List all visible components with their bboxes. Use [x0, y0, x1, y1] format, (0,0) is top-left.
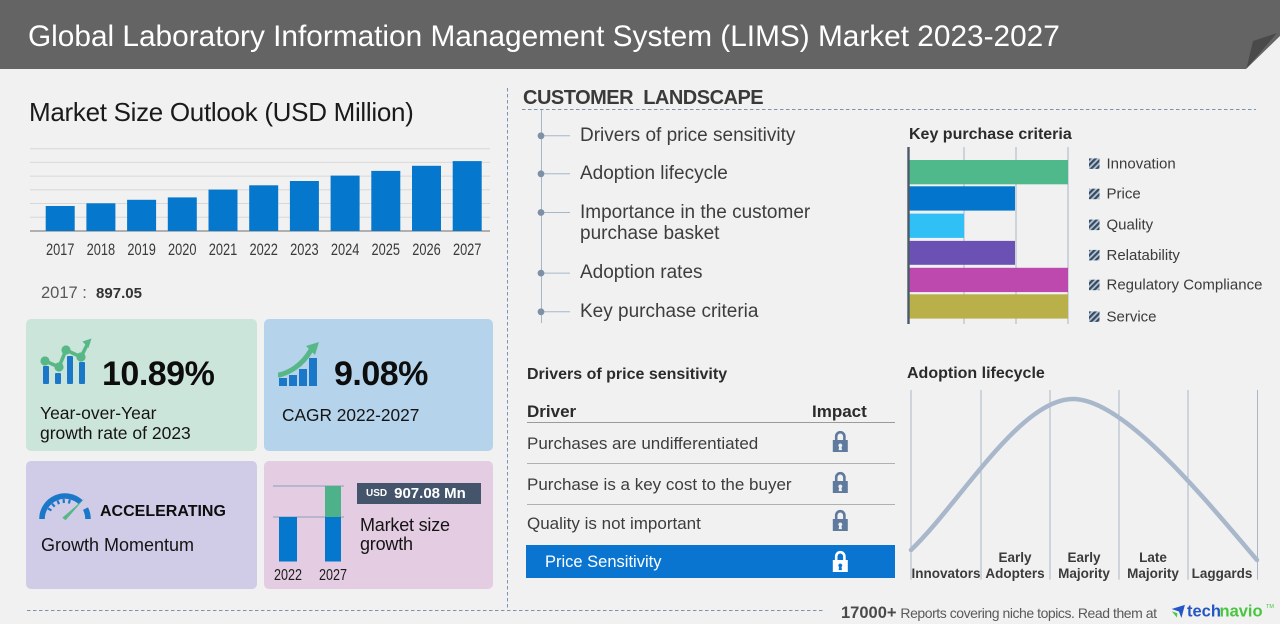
- svg-text:2018: 2018: [87, 241, 116, 256]
- svg-text:Late: Late: [1139, 550, 1167, 565]
- svg-text:2021: 2021: [209, 241, 238, 256]
- svg-text:Early: Early: [998, 550, 1032, 565]
- svg-text:Regulatory Compliance: Regulatory Compliance: [1107, 277, 1263, 294]
- svg-text:2022: 2022: [274, 567, 302, 584]
- svg-text:TM: TM: [1266, 604, 1274, 610]
- svg-text:2022: 2022: [249, 241, 278, 256]
- svg-text:2027: 2027: [319, 567, 347, 584]
- svg-text:2025: 2025: [372, 241, 401, 256]
- svg-text:Service: Service: [1107, 308, 1157, 325]
- svg-text:Relatability: Relatability: [1107, 247, 1181, 264]
- svg-text:Innovators: Innovators: [911, 566, 980, 581]
- svg-text:2024: 2024: [331, 241, 360, 256]
- svg-text:navio: navio: [1220, 603, 1263, 621]
- svg-text:Quality: Quality: [1107, 217, 1154, 234]
- svg-text:tech: tech: [1187, 603, 1221, 621]
- svg-text:Majority: Majority: [1058, 566, 1110, 581]
- svg-text:Innovation: Innovation: [1107, 158, 1176, 172]
- svg-text:Majority: Majority: [1127, 566, 1179, 581]
- svg-text:2027: 2027: [453, 241, 482, 256]
- svg-text:2023: 2023: [290, 241, 319, 256]
- svg-text:Laggards: Laggards: [1192, 566, 1253, 581]
- svg-text:2026: 2026: [412, 241, 441, 256]
- svg-text:2017: 2017: [46, 241, 74, 256]
- svg-text:2020: 2020: [168, 241, 197, 256]
- svg-text:2019: 2019: [127, 241, 156, 256]
- svg-text:Early: Early: [1067, 550, 1101, 565]
- svg-text:Adopters: Adopters: [985, 566, 1044, 581]
- svg-text:Price: Price: [1107, 186, 1141, 203]
